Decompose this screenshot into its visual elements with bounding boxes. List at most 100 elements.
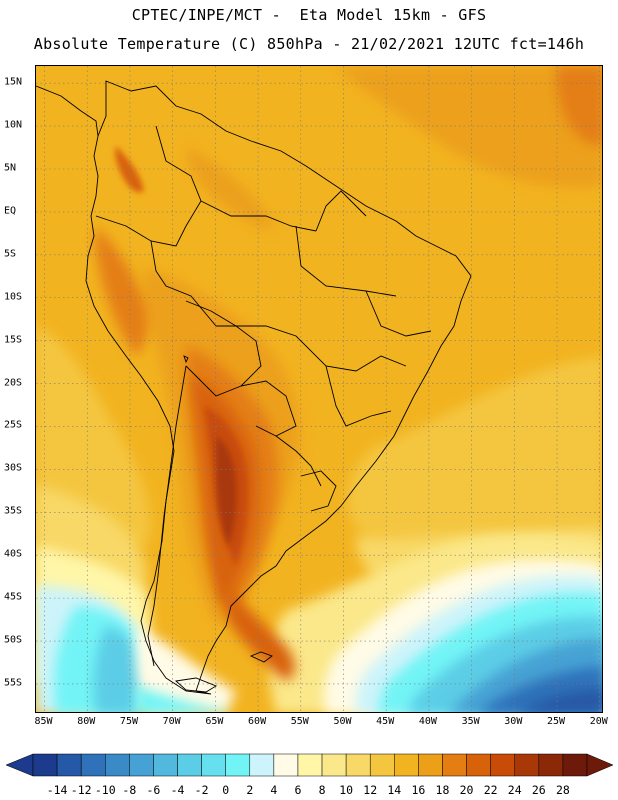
lat-label-15S: 15S xyxy=(4,334,23,346)
colorbar-swatch-22 xyxy=(562,753,588,777)
lon-label-65W: 65W xyxy=(205,716,224,727)
colorbar-label--2: -2 xyxy=(194,783,209,797)
lat-label-15N: 15N xyxy=(4,76,23,88)
lon-label-80W: 80W xyxy=(77,716,96,727)
lat-label-5N: 5N xyxy=(4,162,17,174)
lon-label-20W: 20W xyxy=(589,716,608,727)
colorbar-swatch-2 xyxy=(80,753,106,777)
border-argentina-chile xyxy=(147,365,187,667)
border-brazil-states-3 xyxy=(325,365,392,427)
colorbar-label-12: 12 xyxy=(363,783,378,797)
lat-label-30S: 30S xyxy=(4,462,23,474)
colorbar-swatch-16 xyxy=(418,753,443,777)
lat-label-40S: 40S xyxy=(4,548,23,560)
lon-label-25W: 25W xyxy=(546,716,566,727)
colorbar-swatch-19 xyxy=(490,753,515,777)
lon-label-85W: 85W xyxy=(34,716,53,727)
colorbar-label-14: 14 xyxy=(387,783,402,797)
border-bolivia xyxy=(185,300,262,397)
lat-lon-grid xyxy=(36,66,602,712)
colorbar-swatch-11 xyxy=(297,753,323,777)
colorbar-label-8: 8 xyxy=(318,783,326,797)
colorbar-label--10: -10 xyxy=(94,783,116,797)
border-argentina-brazil xyxy=(275,435,322,487)
map-panel[interactable] xyxy=(35,65,603,713)
border-uruguay xyxy=(300,470,337,512)
colorbar-label-22: 22 xyxy=(483,783,498,797)
band-20-amazon xyxy=(186,146,276,229)
band-0-southwest xyxy=(93,626,144,712)
colorbar-label-28: 28 xyxy=(555,783,570,797)
colorbar-swatch-17 xyxy=(442,753,467,777)
lon-label-75W: 75W xyxy=(119,716,138,727)
colorbar-swatch-6 xyxy=(177,753,202,777)
band-2-tierra xyxy=(136,686,226,712)
falklands xyxy=(249,651,273,663)
colorbar-swatch-1 xyxy=(56,753,82,777)
band-6-tierra xyxy=(135,626,236,712)
band-m12-south xyxy=(519,688,602,712)
lat-label-35S: 35S xyxy=(4,505,23,517)
lake-titicaca xyxy=(183,355,189,364)
colorbar-swatch-12 xyxy=(321,753,347,777)
colorbar-label-16: 16 xyxy=(411,783,426,797)
colorbar-swatch-0 xyxy=(32,753,58,777)
colorbar-label--4: -4 xyxy=(170,783,185,797)
colorbar-label--6: -6 xyxy=(146,783,161,797)
lat-label-20S: 20S xyxy=(4,377,23,389)
lon-label-30W: 30W xyxy=(504,716,523,727)
band-26-continent xyxy=(216,436,237,546)
lat-label-45S: 45S xyxy=(4,591,23,603)
border-brazil-states-2 xyxy=(295,225,397,297)
lon-label-60W: 60W xyxy=(248,716,267,727)
colorbar-swatch-7 xyxy=(201,753,226,777)
colorbar-label-20: 20 xyxy=(459,783,474,797)
colorbar-max-arrow xyxy=(586,753,614,777)
border-paraguay xyxy=(240,380,297,437)
colorbar-swatch-5 xyxy=(153,753,178,777)
lon-label-40W: 40W xyxy=(418,716,437,727)
border-colombia-venezuela xyxy=(155,125,202,227)
border-guianas xyxy=(315,190,367,232)
lat-label-10N: 10N xyxy=(4,119,23,131)
title-line-1: CPTEC/INPE/MCT - Eta Model 15km - GFS xyxy=(131,6,487,24)
band-16 xyxy=(336,66,602,188)
colorbar-swatch-8 xyxy=(225,753,251,777)
lat-label-EQ: EQ xyxy=(4,205,17,217)
colorbar-swatch-20 xyxy=(514,753,540,777)
colorbar-swatch-9 xyxy=(249,753,275,777)
title-line-2: Absolute Temperature (C) 850hPa - 21/02/… xyxy=(33,35,585,53)
border-brazil-states-4 xyxy=(365,290,432,337)
lon-label-55W: 55W xyxy=(290,716,309,727)
lon-label-70W: 70W xyxy=(162,716,181,727)
colorbar-label-26: 26 xyxy=(531,783,546,797)
coastline-central-america xyxy=(36,85,99,137)
colorbar-swatch-14 xyxy=(369,753,395,777)
band-22-andes-north xyxy=(115,146,144,193)
country-borders xyxy=(36,80,472,695)
colorbar-label--8: -8 xyxy=(122,783,137,797)
colorbar-label-6: 6 xyxy=(294,783,302,797)
band-22-patagonia xyxy=(224,586,295,681)
colorbar-swatch-13 xyxy=(345,753,371,777)
colorbar-label-10: 10 xyxy=(339,783,354,797)
band-20-northwest xyxy=(95,226,148,356)
colorbar-label-24: 24 xyxy=(507,783,522,797)
temperature-field xyxy=(36,66,602,712)
colorbar-label--14: -14 xyxy=(46,783,68,797)
border-venezuela-brazil xyxy=(200,200,317,232)
colorbar-label--12: -12 xyxy=(70,783,92,797)
lat-label-55S: 55S xyxy=(4,677,23,689)
lat-label-5S: 5S xyxy=(4,248,17,260)
colorbar-swatch-10 xyxy=(273,753,299,777)
band-14-pacific xyxy=(36,326,150,546)
band-14-atlantic xyxy=(347,356,602,586)
colorbar-label-2: 2 xyxy=(246,783,254,797)
colorbar-label-4: 4 xyxy=(270,783,278,797)
colorbar-label-0: 0 xyxy=(222,783,230,797)
lon-label-50W: 50W xyxy=(333,716,352,727)
colorbar-swatch-3 xyxy=(105,753,130,777)
temperature-colorbar xyxy=(5,753,614,777)
colorbar-min-arrow xyxy=(5,753,34,777)
colorbar-swatch-15 xyxy=(394,753,419,777)
